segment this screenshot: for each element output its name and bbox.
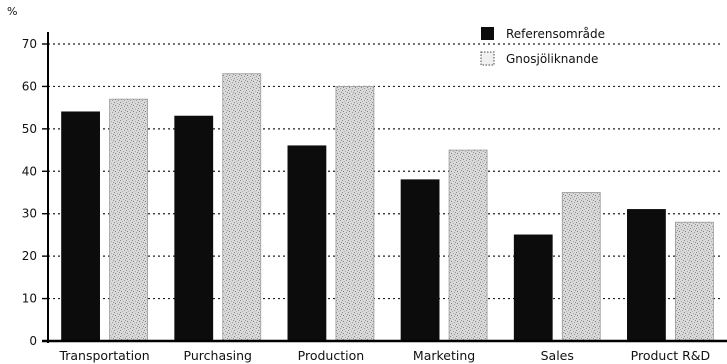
bar-referensomrade [174,115,214,342]
y-axis-unit-label: % [7,5,17,18]
bar-gnosjoliknande [335,86,375,342]
bar-referensomrade [287,145,327,342]
bar-gnosjoliknande [448,149,488,342]
legend-label: Gnosjöliknande [506,52,598,66]
y-tick-label: 50 [22,122,37,136]
x-category-label: Production [298,348,365,363]
bar-gnosjoliknande [222,73,262,342]
y-tick-label: 0 [29,334,37,348]
x-category-label: Purchasing [184,348,252,363]
bar-gnosjoliknande [109,98,148,342]
y-tick-label: 70 [22,37,37,51]
bar-referensomrade [513,234,553,342]
bar-gnosjoliknande [675,221,714,342]
y-tick-label: 30 [22,207,37,221]
legend-swatch [481,27,494,40]
bar-referensomrade [627,209,666,342]
x-category-label: Transportation [58,348,149,363]
legend-label: Referensområde [506,27,605,41]
y-tick-label: 40 [22,164,37,178]
legend-swatch [480,51,495,66]
y-tick-label: 60 [22,79,37,93]
x-category-label: Marketing [413,348,475,363]
bar-referensomrade [61,111,100,342]
y-tick-label: 10 [22,292,37,306]
bar-referensomrade [400,179,440,342]
x-category-label: Sales [541,348,574,363]
bar-gnosjoliknande [561,192,601,342]
x-category-label: Product R&D [631,348,711,363]
y-tick-label: 20 [22,249,37,263]
